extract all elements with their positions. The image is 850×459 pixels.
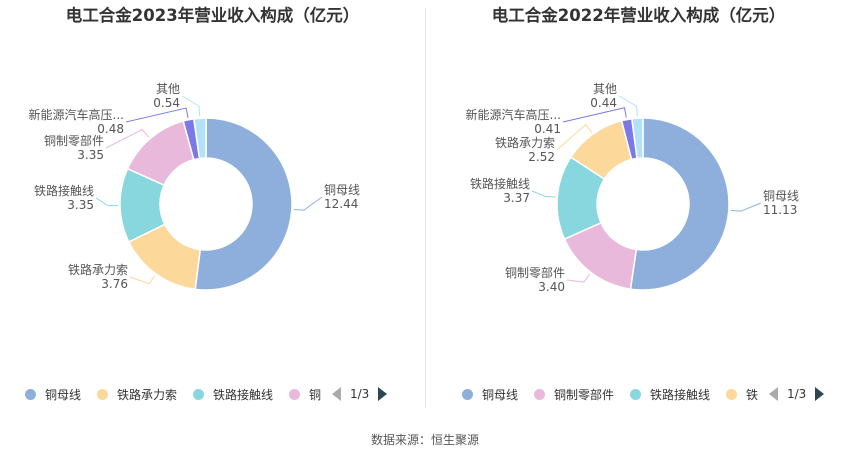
slice-value-label: 0.48 bbox=[97, 122, 124, 136]
pager-next-icon[interactable] bbox=[378, 387, 388, 401]
slice-value-label: 11.13 bbox=[763, 203, 797, 217]
donut-slice[interactable] bbox=[194, 117, 293, 291]
leader-line bbox=[293, 196, 323, 211]
chart-title-2023: 电工合金2023年营业收入构成（亿元） bbox=[65, 6, 360, 25]
legend-item[interactable]: 铁路接触线 bbox=[630, 384, 710, 404]
legend-2023: 铜母线 铁路承力索 铁路接触线 铜 1/3 bbox=[0, 384, 425, 404]
slice-category-label: 其他 bbox=[156, 82, 180, 96]
legend-label: 铁路承力索 bbox=[117, 387, 178, 402]
slice-value-label: 3.40 bbox=[538, 280, 565, 294]
legend-marker bbox=[462, 388, 473, 400]
chart-panel-2022: 电工合金2022年营业收入构成（亿元） 铜母线 11.13 铜制零部件 3.40 铁路接… bbox=[426, 0, 850, 410]
legend-pager: 1/3 bbox=[769, 384, 825, 404]
slice-category-label: 铁路接触线 bbox=[470, 176, 530, 191]
donut-slice[interactable] bbox=[192, 117, 207, 160]
slice-value-label: 0.54 bbox=[153, 96, 180, 110]
legend-pager: 1/3 bbox=[332, 384, 388, 404]
slice-category-label: 铜制零部件 bbox=[44, 133, 104, 148]
pager-text: 1/3 bbox=[787, 387, 807, 401]
slice-category-label: 新能源汽车高压... bbox=[466, 107, 561, 122]
legend-marker bbox=[193, 388, 204, 400]
chart-title-2022: 电工合金2022年营业收入构成（亿元） bbox=[491, 6, 786, 25]
slice-value-label: 12.44 bbox=[324, 197, 358, 211]
legend-marker bbox=[726, 388, 737, 400]
leader-line bbox=[129, 275, 156, 285]
donut-chart-2023: 铜母线12.44铁路承力索3.76铁路接触线3.35铜制零部件3.35新能源汽车… bbox=[29, 82, 360, 291]
legend-2022: 铜母线 铜制零部件 铁路接触线 铁 1/3 bbox=[426, 384, 850, 404]
legend-label: 铁路接触线 bbox=[650, 387, 711, 402]
slice-category-label: 铁路承力索 bbox=[495, 135, 555, 150]
leader-line bbox=[125, 107, 189, 123]
donut-slice[interactable] bbox=[629, 117, 730, 291]
leader-line bbox=[181, 95, 201, 117]
leader-line bbox=[618, 95, 638, 117]
legend-item[interactable]: 铜母线 bbox=[462, 384, 518, 404]
slice-value-label: 3.76 bbox=[101, 277, 128, 291]
leader-line bbox=[556, 123, 593, 151]
legend-item[interactable]: 铁路承力索 bbox=[97, 384, 177, 404]
chart-panel-2023: 电工合金2023年营业收入构成（亿元） 铜母线 12.44 铁路承力索 3.76 铁路接… bbox=[0, 0, 425, 410]
slice-category-label: 铁路承力索 bbox=[68, 262, 128, 277]
legend-label: 铜制零部件 bbox=[554, 387, 615, 402]
slice-value-label: 0.44 bbox=[590, 96, 617, 110]
pager-prev-icon[interactable] bbox=[769, 387, 778, 401]
leader-line bbox=[730, 202, 762, 212]
leader-line bbox=[531, 190, 556, 198]
slice-value-label: 0.41 bbox=[534, 122, 561, 136]
slice-category-label: 其他 bbox=[593, 82, 617, 96]
slice-category-label: 铜制零部件 bbox=[505, 265, 565, 280]
leader-line bbox=[105, 128, 150, 149]
slice-value-label: 3.35 bbox=[77, 148, 104, 162]
pager-next-icon[interactable] bbox=[815, 387, 825, 401]
leader-line bbox=[562, 107, 627, 123]
slice-value-label: 2.52 bbox=[528, 150, 555, 164]
slice-value-label: 3.37 bbox=[503, 191, 530, 205]
legend-marker bbox=[289, 388, 300, 400]
legend-marker bbox=[25, 388, 36, 400]
slice-category-label: 铜母线 bbox=[324, 182, 360, 197]
pager-prev-icon[interactable] bbox=[332, 387, 341, 401]
legend-item[interactable]: 铁 bbox=[726, 384, 758, 404]
slice-category-label: 铜母线 bbox=[763, 188, 799, 203]
data-source: 数据来源：恒生聚源 bbox=[370, 433, 479, 447]
slice-category-label: 铁路接触线 bbox=[34, 183, 94, 198]
legend-item[interactable]: 铜 bbox=[289, 384, 321, 404]
legend-label: 铜母线 bbox=[45, 387, 82, 402]
legend-label: 铜 bbox=[309, 387, 322, 402]
slice-category-label: 新能源汽车高压... bbox=[29, 107, 124, 122]
legend-marker bbox=[534, 388, 545, 400]
pager-text: 1/3 bbox=[350, 387, 370, 401]
legend-item[interactable]: 铁路接触线 bbox=[193, 384, 273, 404]
legend-label: 铁 bbox=[746, 387, 759, 402]
legend-label: 铜母线 bbox=[482, 387, 519, 402]
slice-value-label: 3.35 bbox=[67, 198, 94, 212]
donut-slice[interactable] bbox=[631, 117, 644, 160]
legend-label: 铁路接触线 bbox=[213, 387, 274, 402]
panel-divider bbox=[425, 8, 426, 408]
legend-item[interactable]: 铜母线 bbox=[25, 384, 81, 404]
leader-line bbox=[95, 197, 119, 207]
leader-line bbox=[566, 273, 591, 283]
legend-marker bbox=[97, 388, 108, 400]
legend-marker bbox=[630, 388, 641, 400]
legend-item[interactable]: 铜制零部件 bbox=[534, 384, 614, 404]
